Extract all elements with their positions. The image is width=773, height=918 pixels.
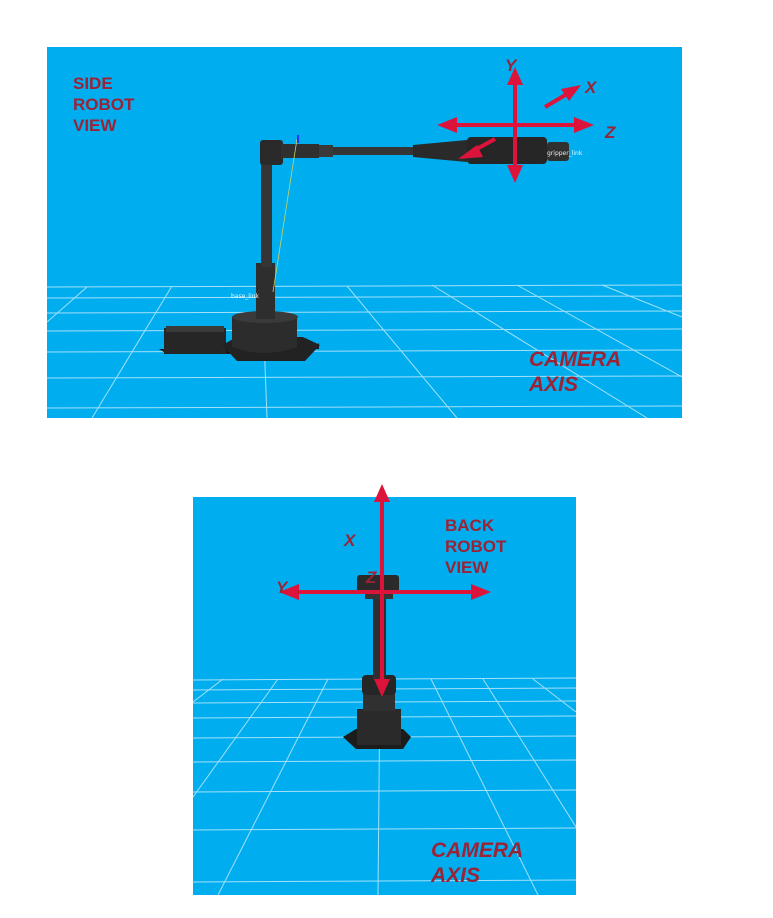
ground-grid (47, 284, 682, 418)
axis-arrow-y-down (507, 165, 523, 183)
side-camera-axis-line: CAMERA (529, 348, 622, 371)
side-axis-label-x: X (585, 78, 597, 97)
back-view-title: BACK ROBOT VIEW (445, 515, 506, 578)
axis-arrow-z-down (374, 679, 390, 697)
forearm-side (333, 147, 413, 155)
base-frame-label: base_link (231, 293, 259, 300)
axis-arrow-y-up (507, 67, 523, 85)
elbow-joint-side (260, 140, 283, 165)
shoulder-side (256, 263, 275, 319)
back-camera-axis-line: CAMERA (431, 839, 524, 862)
side-view-title-line: SIDE (73, 74, 113, 93)
back-view-scene (193, 497, 576, 895)
back-axis-label-z: Z (366, 568, 377, 587)
side-axis-label-y: Y (505, 56, 517, 75)
back-axis-label-x: X (344, 531, 356, 550)
robot-arm-side (159, 135, 569, 361)
side-view-title-line: VIEW (73, 116, 117, 135)
side-axis-label-z: Z (605, 123, 616, 142)
camera-axis-arrows-side (437, 67, 594, 183)
base-turret-back (357, 709, 401, 745)
axis-arrow-y-left (279, 584, 299, 600)
axis-arrow-x-near (458, 145, 483, 159)
upper-arm-back (373, 595, 386, 679)
back-view-title-line: ROBOT (445, 537, 507, 556)
gripper-frame-label: gripper_link (547, 150, 583, 157)
side-view-scene (47, 67, 682, 418)
back-view-panel: BACK ROBOT VIEW X Y Z CAMERA AXIS (193, 497, 576, 895)
side-camera-axis-line: AXIS (529, 373, 579, 396)
back-view-title-line: VIEW (445, 558, 489, 577)
side-camera-axis-label: CAMERA AXIS (529, 347, 621, 397)
axis-arrow-z-right (574, 117, 594, 133)
base-turret-side (232, 317, 297, 353)
side-view-title-line: ROBOT (73, 95, 135, 114)
upper-arm-side (261, 147, 272, 267)
back-axis-label-y: Y (276, 578, 288, 597)
robot-arm-back (343, 575, 411, 749)
back-view-title-line: BACK (445, 516, 495, 535)
wrist-back (357, 575, 399, 593)
axis-arrow-z-left (437, 117, 457, 133)
base-side-block (164, 328, 226, 354)
axis-arrow-y-right (471, 584, 491, 600)
back-camera-axis-label: CAMERA AXIS (431, 838, 523, 888)
side-view-panel: SIDE ROBOT VIEW Y X Z CAMERA AXIS base_l… (47, 47, 682, 418)
back-x-arrow-tip-overhang (374, 484, 390, 502)
back-camera-axis-line: AXIS (431, 864, 481, 887)
axis-arrow-x-far (561, 85, 581, 101)
side-view-title: SIDE ROBOT VIEW (73, 73, 134, 136)
